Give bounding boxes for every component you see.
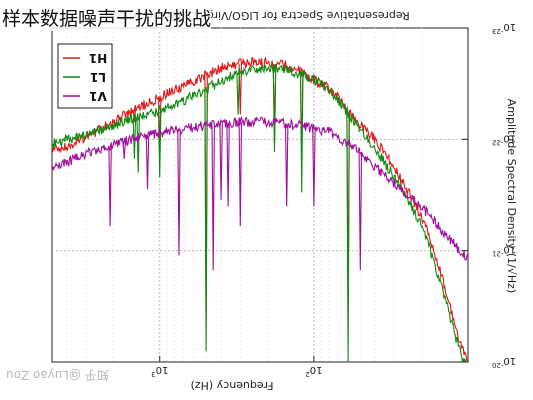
series-l1-peak [132,117,137,159]
series-l1-peak [236,73,240,115]
x-tick-exponent: 2 [305,370,309,378]
legend-label-h1: H1 [89,51,107,65]
series-l1-line [51,62,468,364]
series-v1-peak [108,145,112,227]
series-v1-peak [238,122,243,227]
series-v1-peak [211,124,215,271]
legend-label-l1: L1 [90,70,106,84]
series-h1-line [51,56,468,363]
series-v1-peak [358,151,363,271]
x-tick-label: 102 [305,364,322,378]
series-l1-peak [299,74,304,193]
y-tick-exponent: -22 [492,138,503,146]
page-title: 样本数据噪声干扰的挑战 [2,4,212,31]
x-tick-label: 103 [151,364,168,378]
series-v1-peak [284,123,289,207]
x-axis-label: Frequency (Hz) [191,379,274,392]
y-tick-label: 10-20 [492,355,516,369]
series-h1-peak [132,109,137,123]
series-v1-peak [145,135,150,190]
legend: H1 L1 V1 [57,43,113,109]
series-group [51,56,469,364]
y-tick-label: 10-23 [492,21,516,35]
series-v1-peak [226,123,230,207]
series-l1-peak [204,88,208,352]
legend-box [57,43,113,109]
series-v1-peak [219,124,223,200]
series-v1-peak [312,128,316,207]
y-axis-label: Amplitude Spectral Density (1/√Hz) [505,99,518,293]
series-v1-line [51,116,469,262]
series-v1-peak [122,141,126,159]
watermark: 知乎 @Luyao Zou [6,368,109,382]
y-tick-exponent: -20 [492,361,503,369]
y-tick-exponent: -21 [492,250,503,258]
legend-label-v1: V1 [89,89,107,103]
series-v1-peak [177,129,181,256]
y-tick-exponent: -23 [492,27,503,35]
series-l1-peak [272,68,277,153]
x-tick-exponent: 3 [151,370,155,378]
series-l1-peak [346,112,350,363]
plot-area [51,27,469,363]
